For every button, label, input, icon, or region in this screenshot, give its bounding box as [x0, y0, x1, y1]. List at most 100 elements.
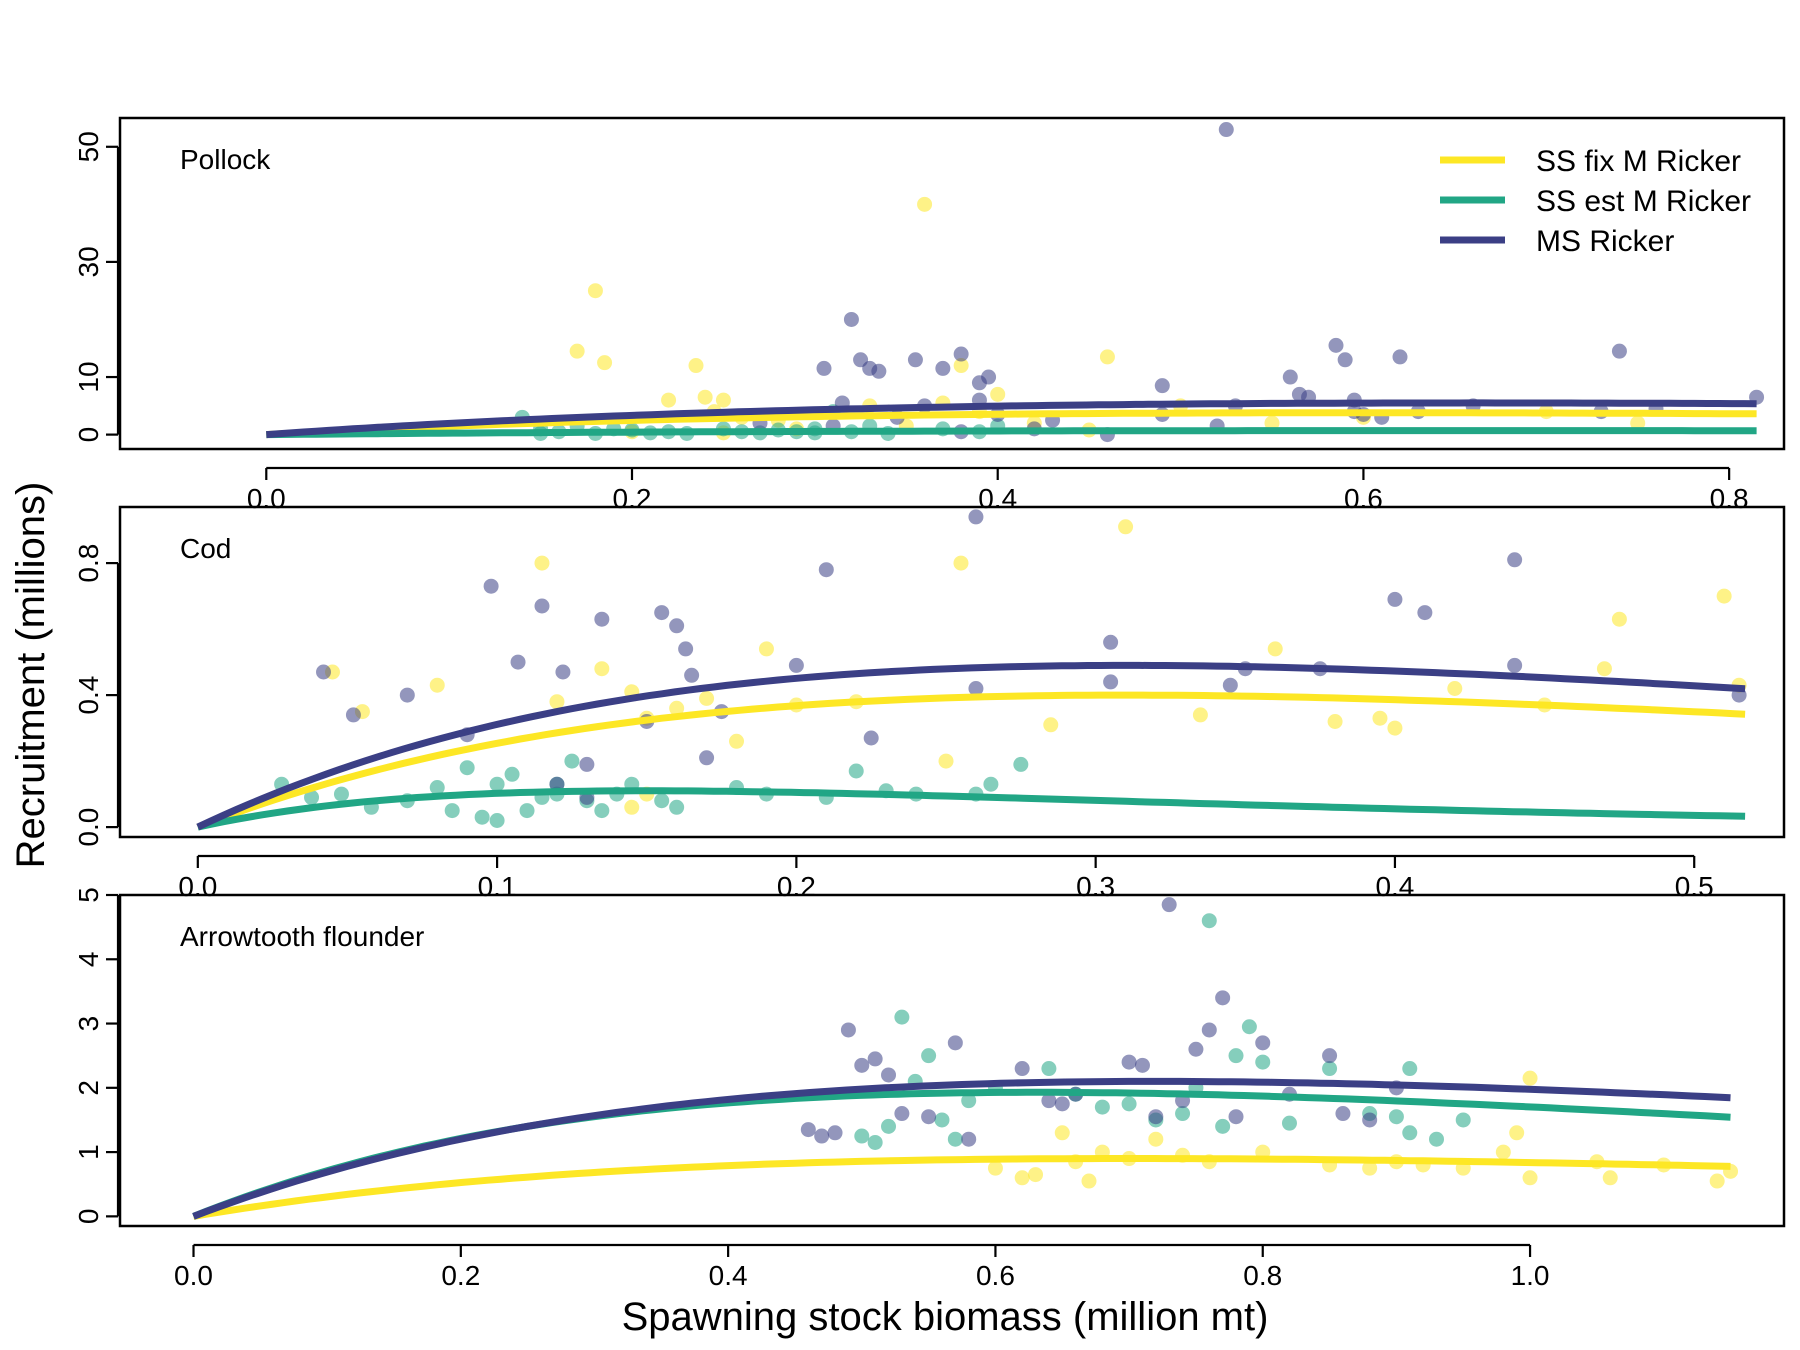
panel-cod: 0.0 0.1 0.2 0.3 0.4 0.5 0.0 0.4 0.8 Cod — [73, 505, 1786, 902]
y-tick-label: 50 — [73, 131, 104, 162]
data-point — [519, 803, 535, 819]
legend-label: SS fix M Ricker — [1536, 145, 1741, 178]
y-tick-label: 3 — [73, 1016, 104, 1032]
data-point — [699, 750, 715, 766]
data-point — [316, 664, 332, 680]
data-point — [854, 1057, 870, 1073]
data-point — [333, 786, 349, 802]
x-tick-label: 0.2 — [441, 1260, 480, 1291]
data-point — [1201, 913, 1217, 929]
data-point — [1099, 349, 1115, 365]
data-point — [1215, 1118, 1231, 1134]
data-point — [684, 667, 700, 683]
data-point — [1267, 641, 1283, 657]
plot-frame — [118, 893, 1786, 1228]
x-tick-label: 0.8 — [1243, 1260, 1282, 1291]
data-point — [1402, 1061, 1418, 1077]
data-point — [1255, 1035, 1271, 1051]
data-point — [1103, 674, 1119, 690]
data-point — [1387, 720, 1403, 736]
data-point — [758, 641, 774, 657]
data-point — [688, 358, 704, 374]
data-point — [1322, 1048, 1338, 1064]
data-point — [597, 355, 613, 371]
data-point — [669, 799, 685, 815]
data-point — [1148, 1131, 1164, 1147]
data-point — [1372, 710, 1388, 726]
curve-ss-fix-m-ricker — [266, 409, 1757, 439]
curve-ss-fix-m-ricker — [196, 691, 1746, 831]
data-point — [947, 1131, 963, 1147]
data-point — [1522, 1070, 1538, 1086]
y-tick-label: 5 — [73, 887, 104, 903]
curve-ss-est-m-ricker — [197, 787, 1746, 831]
data-point — [1602, 1170, 1618, 1186]
data-point — [1716, 588, 1732, 604]
data-point — [1630, 415, 1646, 431]
data-point — [678, 641, 694, 657]
data-point — [907, 352, 923, 368]
data-point — [934, 1112, 950, 1128]
data-point — [968, 509, 984, 525]
data-point — [1154, 378, 1170, 394]
data-point — [1387, 591, 1403, 607]
data-point — [697, 389, 713, 405]
y-tick-label: 4 — [73, 951, 104, 967]
x-tick-label: 0.4 — [1375, 871, 1414, 902]
data-point — [1282, 369, 1298, 385]
data-point — [1218, 122, 1234, 138]
data-point — [961, 1131, 977, 1147]
data-point — [814, 1128, 830, 1144]
data-point — [953, 346, 969, 362]
curve-ms-ricker — [192, 1077, 1731, 1220]
data-point — [871, 363, 887, 379]
data-point — [587, 283, 603, 299]
data-point — [1611, 611, 1627, 627]
data-point — [429, 677, 445, 693]
data-point — [594, 661, 610, 677]
data-point — [1228, 1109, 1244, 1125]
data-point — [867, 1134, 883, 1150]
data-point — [474, 809, 490, 825]
data-point — [1392, 349, 1408, 365]
panel-pollock: 0.0 0.2 0.4 0.6 0.8 0 10 30 50 Pollock — [73, 116, 1786, 514]
data-point — [1201, 1022, 1217, 1038]
data-point — [624, 799, 640, 815]
y-tick-label: 30 — [73, 246, 104, 277]
data-point — [1222, 677, 1238, 693]
data-point — [990, 386, 1006, 402]
x-tick-label: 0.2 — [777, 871, 816, 902]
data-point — [987, 1160, 1003, 1176]
data-point — [816, 360, 832, 376]
data-point — [1148, 1109, 1164, 1125]
y-tick-label: 0.0 — [73, 808, 104, 847]
data-point — [921, 1048, 937, 1064]
data-point — [863, 730, 879, 746]
data-point — [1455, 1112, 1471, 1128]
data-point — [1281, 1115, 1297, 1131]
data-point — [1337, 352, 1353, 368]
data-point — [1134, 1057, 1150, 1073]
data-point — [534, 598, 550, 614]
data-point — [1335, 1106, 1351, 1122]
data-point — [661, 392, 677, 408]
data-point — [1328, 337, 1344, 353]
data-point — [1161, 897, 1177, 913]
curve-ms-ricker — [266, 399, 1757, 439]
data-point — [881, 1067, 897, 1083]
data-point — [1255, 1054, 1271, 1070]
data-point — [867, 1051, 883, 1067]
x-tick-label: 0.3 — [1076, 871, 1115, 902]
data-point — [1175, 1106, 1191, 1122]
x-tick-label: 0.6 — [976, 1260, 1015, 1291]
data-point — [399, 687, 415, 703]
data-point — [947, 1035, 963, 1051]
curve-ms-ricker — [196, 661, 1746, 831]
data-point — [715, 392, 731, 408]
data-point — [1388, 1109, 1404, 1125]
x-tick-label: 0.6 — [1344, 483, 1383, 514]
data-point — [1014, 1061, 1030, 1077]
y-tick-label: 2 — [73, 1080, 104, 1096]
data-point — [1509, 1125, 1525, 1141]
